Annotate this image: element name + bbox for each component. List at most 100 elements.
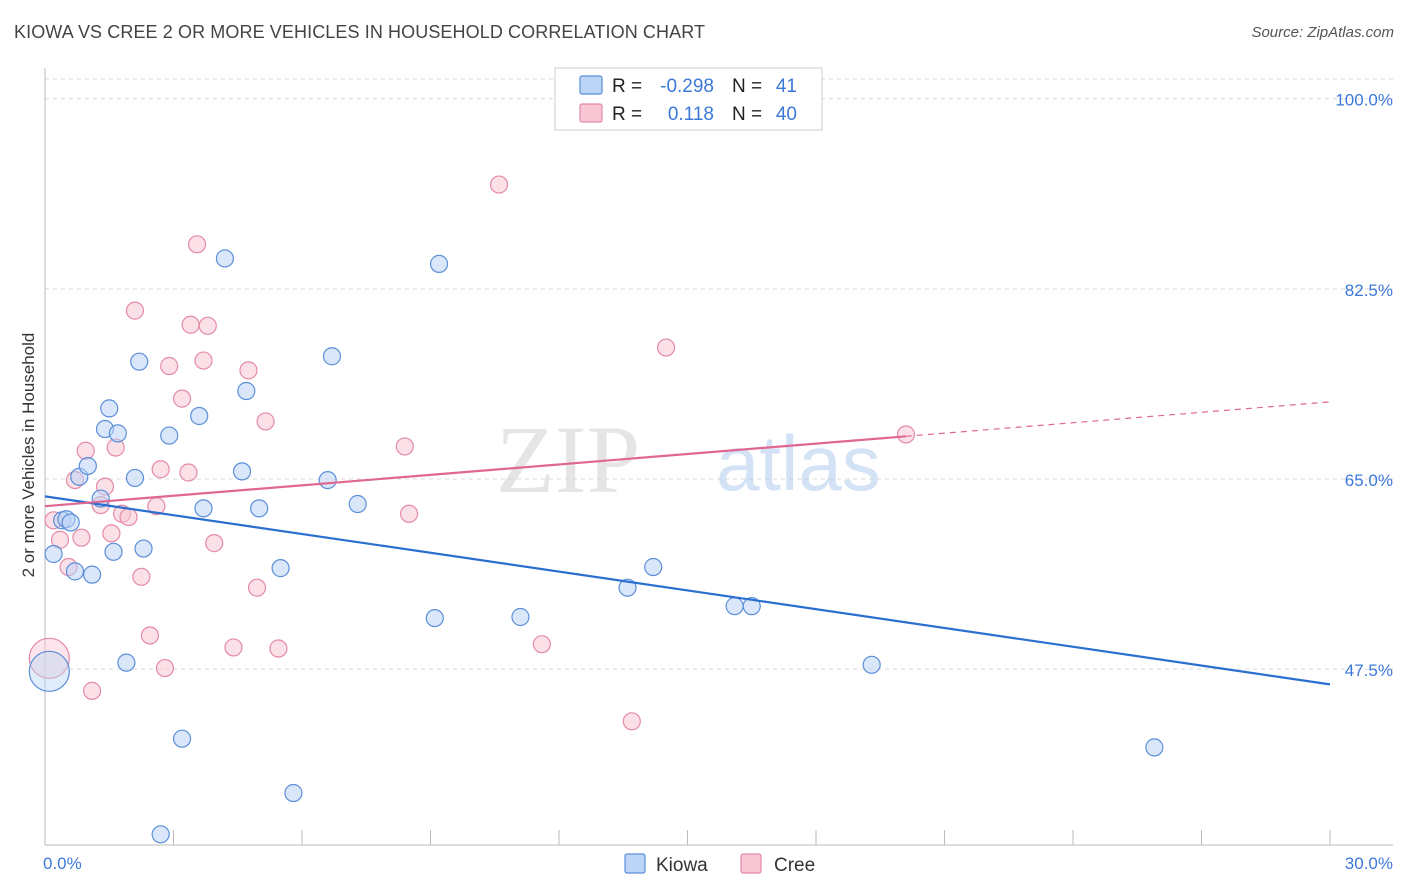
watermark: ZIP atlas (496, 406, 881, 513)
cree-point-13 (119, 507, 138, 527)
cree-point-22 (179, 463, 198, 482)
cree-point-6 (76, 441, 95, 460)
cree-point-35 (489, 175, 509, 194)
cree-point-27 (205, 534, 224, 553)
cree-point-30 (247, 578, 267, 597)
kiowa-point-39 (862, 655, 881, 674)
kiowa-point-37 (725, 597, 744, 616)
kiowa-point-5 (65, 562, 85, 581)
kiowa-point-30 (322, 347, 342, 366)
legend-cree-r-label: R = (612, 104, 642, 125)
kiowa-point-35 (618, 578, 637, 597)
y-tick-label-3: 100.0% (1335, 91, 1393, 110)
cree-point-5 (72, 528, 91, 547)
kiowa-point-1 (44, 544, 63, 564)
kiowa-point-21 (190, 406, 209, 426)
cree-point-19 (155, 658, 175, 678)
cree-trend-extension (905, 401, 1331, 437)
cree-point-21 (172, 389, 192, 408)
legend-kiowa-n-label: N = (732, 76, 762, 97)
kiowa-point-36 (644, 557, 663, 577)
legend-cree-r-value: 0.118 (668, 104, 714, 125)
kiowa-point-29 (318, 471, 337, 490)
series-legend: Kiowa Cree (624, 853, 815, 876)
bottom-legend-cree-label: Cree (774, 855, 815, 876)
legend-cree-n-label: N = (732, 104, 762, 125)
kiowa-point-11 (100, 399, 119, 418)
cree-point-24 (187, 235, 207, 254)
cree-point-7 (83, 681, 102, 700)
kiowa-point-25 (237, 381, 256, 401)
cree-point-28 (224, 638, 243, 657)
bottom-legend-cree-swatch (740, 853, 762, 874)
cree-point-16 (140, 626, 160, 645)
cree-point-39 (896, 425, 916, 444)
cree-point-36 (532, 635, 551, 654)
cree-point-33 (395, 437, 414, 456)
legend-cree-n-value: 40 (776, 104, 797, 125)
kiowa-point-18 (151, 825, 170, 844)
kiowa-point-17 (134, 539, 153, 558)
cree-point-37 (622, 712, 641, 731)
cree-trend-line (44, 435, 907, 508)
source-label: Source: ZipAtlas.com (1251, 24, 1394, 41)
axes (44, 68, 1393, 846)
bottom-legend-kiowa-swatch (624, 853, 646, 874)
cree-point-34 (399, 504, 419, 523)
bottom-legend-kiowa-label: Kiowa (656, 855, 708, 876)
kiowa-point-26 (250, 499, 269, 518)
watermark-atlas: atlas (716, 419, 881, 507)
legend-kiowa-r-label: R = (612, 76, 642, 97)
kiowa-trend-line (44, 495, 1331, 686)
x-tick-label-min: 0.0% (43, 854, 82, 873)
kiowa-point-4 (61, 513, 80, 532)
kiowa-series (28, 249, 1164, 844)
cree-point-31 (256, 412, 275, 431)
kiowa-point-19 (160, 426, 179, 445)
cree-point-38 (656, 338, 676, 357)
kiowa-point-13 (108, 424, 127, 443)
kiowa-point-24 (232, 462, 252, 481)
kiowa-point-31 (348, 494, 367, 514)
kiowa-point-23 (215, 249, 234, 268)
cree-point-23 (181, 315, 200, 334)
kiowa-point-28 (284, 783, 303, 803)
cree-point-14 (125, 301, 145, 320)
kiowa-point-14 (117, 653, 136, 672)
y-tick-label-0: 47.5% (1345, 661, 1393, 680)
chart-title: KIOWA VS CREE 2 OR MORE VEHICLES IN HOUS… (14, 22, 706, 42)
kiowa-point-7 (78, 456, 97, 476)
trend-lines (44, 401, 1331, 686)
cree-point-15 (132, 567, 151, 586)
legend-kiowa-n-value: 41 (776, 76, 797, 97)
cree-point-26 (198, 316, 217, 335)
y-tick-label-1: 65.0% (1345, 471, 1393, 490)
kiowa-point-20 (172, 729, 192, 748)
cree-point-10 (102, 524, 121, 543)
kiowa-point-16 (130, 352, 149, 371)
x-tick-label-max: 30.0% (1345, 854, 1393, 873)
tick-labels: 47.5% 65.0% 82.5% 100.0% 0.0% 30.0% (43, 91, 1393, 873)
kiowa-point-15 (125, 468, 145, 488)
cree-point-20 (160, 356, 179, 376)
kiowa-point-22 (194, 499, 213, 518)
correlation-legend: R = -0.298 N = 41 R = 0.118 N = 40 (554, 67, 823, 131)
kiowa-point-12 (104, 542, 123, 561)
y-tick-label-2: 82.5% (1345, 281, 1393, 300)
kiowa-point-33 (429, 254, 449, 273)
kiowa-point-32 (425, 608, 444, 628)
kiowa-point-8 (83, 565, 102, 584)
kiowa-point-38 (742, 597, 761, 616)
kiowa-point-0 (28, 650, 70, 692)
legend-kiowa-r-value: -0.298 (660, 76, 714, 97)
kiowa-point-34 (511, 607, 530, 627)
y-axis-label: 2 or more Vehicles in Household (19, 333, 38, 578)
legend-kiowa-swatch (579, 75, 603, 95)
cree-point-18 (151, 460, 170, 479)
legend-cree-swatch (579, 103, 603, 123)
kiowa-point-40 (1145, 738, 1164, 757)
cree-point-0 (28, 637, 70, 679)
kiowa-point-27 (271, 559, 290, 578)
cree-point-25 (194, 351, 213, 370)
